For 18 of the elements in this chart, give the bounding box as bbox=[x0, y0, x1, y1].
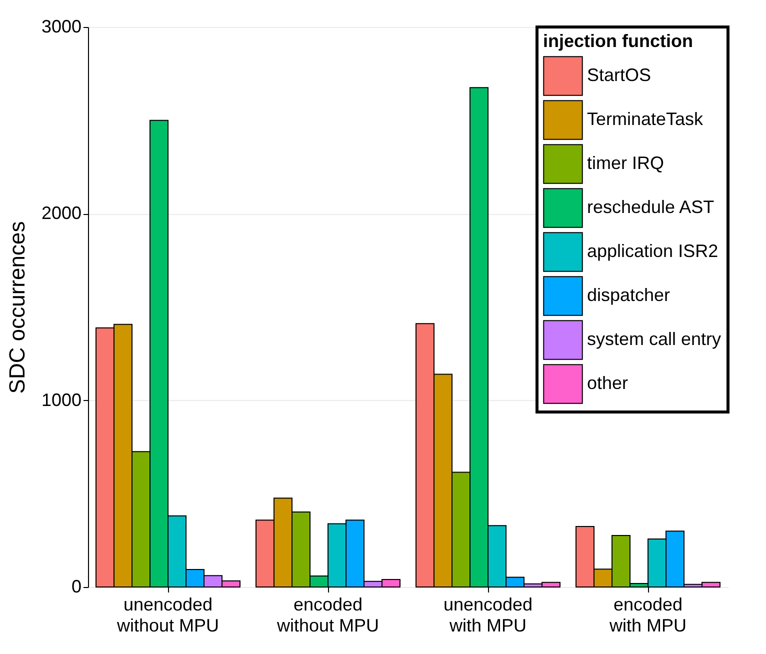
x-tick-label: unencoded with MPU bbox=[443, 594, 533, 636]
legend-label: system call entry bbox=[587, 329, 722, 349]
y-tick-label: 2000 bbox=[41, 203, 82, 224]
legend-label: timer IRQ bbox=[587, 153, 664, 173]
legend-label: TerminateTask bbox=[587, 109, 704, 129]
legend-label: application ISR2 bbox=[587, 241, 718, 261]
legend-label: StartOS bbox=[587, 65, 652, 85]
x-tick-label: encoded without MPU bbox=[276, 594, 380, 636]
x-tick-label: unencoded without MPU bbox=[116, 594, 220, 636]
y-tick-label: 1000 bbox=[41, 390, 82, 410]
y-axis-title: SDC occurrences bbox=[4, 221, 30, 394]
x-tick-label: encoded with MPU bbox=[608, 594, 687, 636]
y-tick-label: 3000 bbox=[41, 16, 82, 36]
legend-label: reschedule AST bbox=[587, 197, 714, 217]
y-tick-label: 0 bbox=[71, 576, 82, 596]
legend-title: injection function bbox=[543, 31, 693, 51]
legend-label: dispatcher bbox=[587, 285, 670, 305]
legend-label: other bbox=[587, 373, 628, 393]
